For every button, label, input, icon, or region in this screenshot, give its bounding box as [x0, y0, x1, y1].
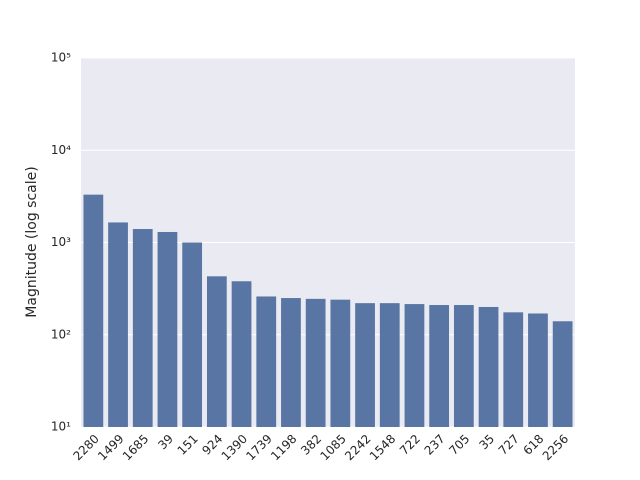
bar [528, 313, 548, 427]
x-tick-label: 1198 [268, 432, 299, 463]
bar [453, 305, 474, 427]
x-tick-label: 727 [496, 432, 522, 458]
x-tick-label: 1739 [243, 432, 274, 463]
x-tick-label: 237 [422, 432, 448, 458]
x-tick-label: 2242 [342, 432, 373, 463]
bar [108, 222, 128, 427]
y-tick-label: 10² [51, 327, 71, 341]
y-tick-label: 10¹ [51, 420, 71, 434]
bar [281, 298, 301, 427]
bar [83, 194, 104, 427]
y-tick-label: 10³ [51, 235, 71, 249]
bar [503, 312, 524, 427]
bar [206, 276, 227, 427]
x-tick-label: 1499 [95, 432, 126, 463]
bar [429, 305, 450, 427]
bar [305, 298, 326, 427]
bar [379, 303, 400, 427]
x-tick-label: 1085 [317, 432, 348, 463]
bar [157, 231, 178, 427]
x-tick-label: 705 [446, 432, 472, 458]
x-tick-label: 2256 [540, 432, 571, 463]
x-tick-label: 722 [397, 432, 423, 458]
bar [132, 229, 153, 427]
x-tick-label: 1390 [219, 432, 250, 463]
x-tick-label: 35 [476, 432, 497, 453]
y-tick-label: 10⁴ [51, 143, 71, 157]
bar [231, 281, 252, 427]
x-tick-label: 1685 [120, 432, 151, 463]
y-tick-label: 10⁵ [51, 51, 71, 65]
y-axis-label: Magnitude (log scale) [24, 166, 40, 317]
bar [355, 303, 375, 427]
x-tick-label: 39 [155, 432, 176, 453]
bar [404, 304, 425, 427]
bar [330, 299, 351, 427]
x-tick-label: 2280 [70, 432, 101, 463]
x-tick-label: 151 [175, 432, 201, 458]
bar [552, 321, 573, 427]
bar [256, 296, 277, 427]
x-tick-label: 1548 [367, 432, 398, 463]
bar [478, 306, 499, 427]
bar [182, 242, 203, 427]
